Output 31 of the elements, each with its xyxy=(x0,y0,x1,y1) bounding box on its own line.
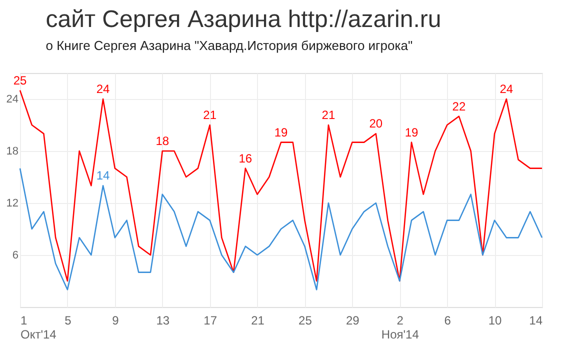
chart-title: сайт Сергея Азарина http://azarin.ru xyxy=(46,6,442,33)
data-label: 24 xyxy=(500,82,514,96)
y-tick-label: 12 xyxy=(6,198,18,210)
data-label: 24 xyxy=(96,82,110,96)
x-tick-label: 29 xyxy=(346,314,360,328)
data-label: 25 xyxy=(13,73,27,88)
data-label: 22 xyxy=(452,99,466,114)
line-series xyxy=(19,168,543,290)
y-tick-label: 6 xyxy=(12,250,18,262)
x-tick-label: 21 xyxy=(251,314,265,328)
x-tick-label: 1 Окт'14 xyxy=(20,314,57,342)
data-label: 18 xyxy=(156,134,170,148)
x-tick-label: 13 xyxy=(156,314,170,328)
data-label: 21 xyxy=(322,108,336,122)
x-tick-label: 2 Ноя'14 xyxy=(381,314,420,342)
data-label: 19 xyxy=(274,125,288,140)
data-label: 16 xyxy=(238,151,252,166)
data-label: 21 xyxy=(203,108,217,122)
x-tick-label: 6 xyxy=(444,314,452,328)
x-tick-label: 17 xyxy=(204,314,218,328)
data-label: 19 xyxy=(404,125,418,140)
y-tick-label: 24 xyxy=(6,94,18,106)
x-tick-label: 25 xyxy=(298,314,312,328)
x-tick-label: 5 xyxy=(64,314,72,328)
x-tick-label: 9 xyxy=(112,314,120,328)
data-label: 20 xyxy=(369,116,383,131)
x-tick-label: 10 xyxy=(488,314,502,328)
y-tick-label: 18 xyxy=(6,146,18,158)
data-label: 14 xyxy=(96,168,110,183)
x-tick-label: 14 xyxy=(529,314,543,328)
chart-subtitle: о Книге Сергея Азарина "Хавард.История биржевого игрока" xyxy=(46,38,413,53)
